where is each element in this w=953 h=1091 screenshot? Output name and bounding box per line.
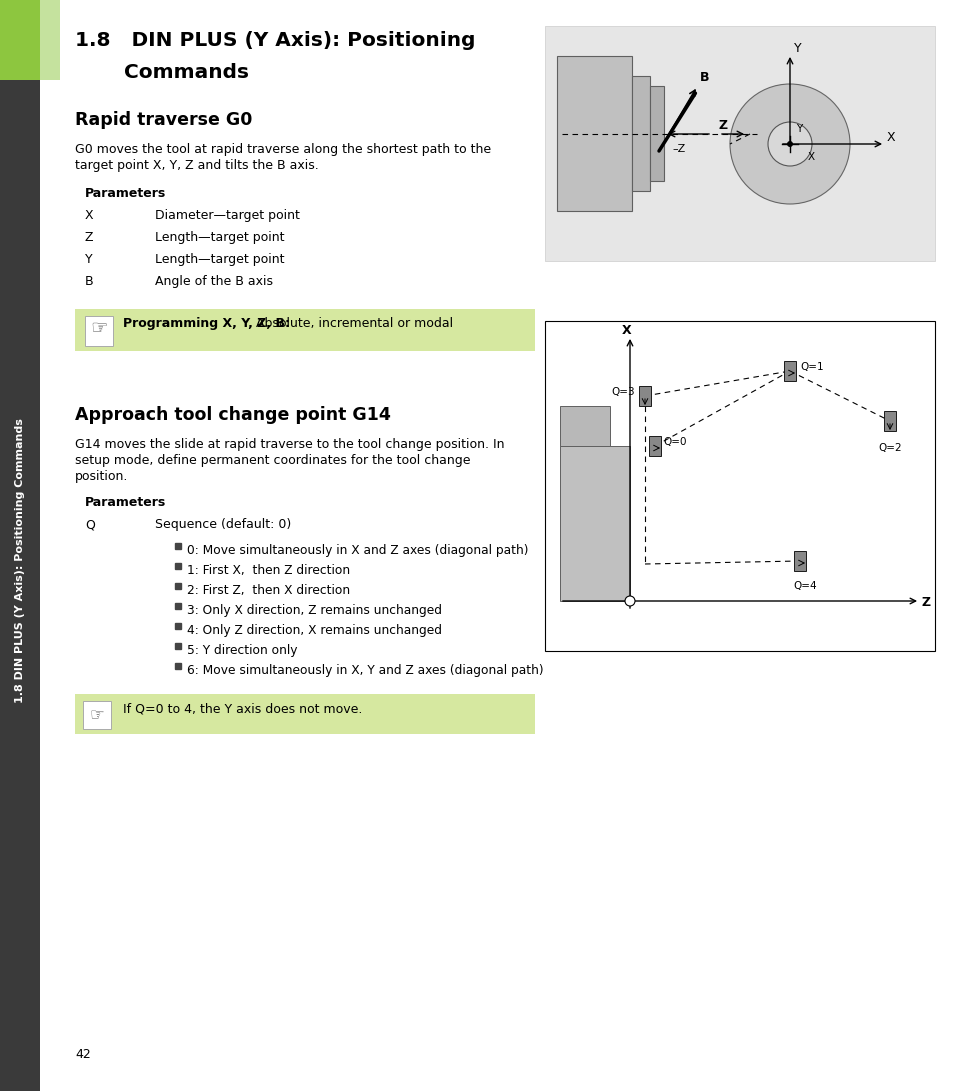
- Bar: [174, 563, 181, 570]
- Bar: [648, 436, 660, 456]
- Bar: [0, 0, 40, 1091]
- Text: 4: Only Z direction, X remains unchanged: 4: Only Z direction, X remains unchanged: [187, 624, 441, 637]
- Text: Q=3: Q=3: [611, 387, 635, 397]
- Bar: [40, 0, 60, 80]
- Text: Parameters: Parameters: [85, 187, 166, 200]
- Text: 1.8   DIN PLUS (Y Axis): Positioning: 1.8 DIN PLUS (Y Axis): Positioning: [75, 31, 475, 50]
- Circle shape: [786, 141, 792, 147]
- Text: X: X: [621, 324, 631, 337]
- Bar: [0, 0, 40, 80]
- Text: 6: Move simultaneously in X, Y and Z axes (diagonal path): 6: Move simultaneously in X, Y and Z axe…: [187, 664, 543, 678]
- Bar: [75, 694, 535, 734]
- Text: Z: Z: [921, 596, 930, 609]
- Text: Parameters: Parameters: [85, 496, 166, 509]
- Text: ☞: ☞: [91, 320, 108, 338]
- Text: If Q=0 to 4, the Y axis does not move.: If Q=0 to 4, the Y axis does not move.: [123, 702, 362, 715]
- Bar: [649, 86, 663, 181]
- Text: 3: Only X direction, Z remains unchanged: 3: Only X direction, Z remains unchanged: [187, 604, 441, 618]
- Text: –Z: –Z: [671, 144, 684, 154]
- Bar: [559, 406, 609, 446]
- Text: Length—target point: Length—target point: [154, 253, 284, 266]
- Text: Q=4: Q=4: [792, 582, 816, 591]
- Text: B: B: [699, 71, 708, 84]
- Text: Y: Y: [85, 253, 92, 266]
- Bar: [783, 361, 795, 381]
- Text: Programming X, Y, Z, B:: Programming X, Y, Z, B:: [123, 317, 290, 329]
- Text: Rapid traverse G0: Rapid traverse G0: [75, 111, 253, 129]
- Text: Commands: Commands: [75, 63, 249, 82]
- Text: Sequence (default: 0): Sequence (default: 0): [154, 518, 291, 531]
- Bar: [174, 583, 181, 589]
- Text: Z: Z: [85, 231, 93, 244]
- Text: position.: position.: [75, 470, 129, 483]
- Text: X: X: [807, 152, 814, 161]
- Bar: [85, 316, 112, 346]
- Text: Q=2: Q=2: [877, 443, 901, 453]
- Bar: [631, 76, 649, 191]
- Text: 1: First X,  then Z direction: 1: First X, then Z direction: [187, 564, 350, 577]
- Bar: [557, 56, 631, 211]
- Bar: [174, 643, 181, 649]
- Text: X: X: [886, 131, 895, 144]
- Bar: [559, 446, 629, 601]
- Text: 2: First Z,  then X direction: 2: First Z, then X direction: [187, 584, 350, 597]
- Text: Q=0: Q=0: [662, 437, 686, 447]
- Circle shape: [624, 596, 635, 606]
- Text: 5: Y direction only: 5: Y direction only: [187, 644, 297, 657]
- Bar: [174, 603, 181, 609]
- Text: Absolute, incremental or modal: Absolute, incremental or modal: [252, 317, 453, 329]
- Text: 42: 42: [75, 1048, 91, 1062]
- Bar: [883, 411, 895, 431]
- Circle shape: [729, 84, 849, 204]
- Text: Y: Y: [795, 124, 801, 134]
- Text: G14 moves the slide at rapid traverse to the tool change position. In: G14 moves the slide at rapid traverse to…: [75, 437, 504, 451]
- Text: Approach tool change point G14: Approach tool change point G14: [75, 406, 391, 424]
- Text: setup mode, define permanent coordinates for the tool change: setup mode, define permanent coordinates…: [75, 454, 470, 467]
- Bar: [174, 663, 181, 669]
- Bar: [75, 309, 535, 351]
- Bar: [639, 386, 650, 406]
- Bar: [174, 623, 181, 630]
- Text: 0: Move simultaneously in X and Z axes (diagonal path): 0: Move simultaneously in X and Z axes (…: [187, 544, 528, 558]
- Bar: [174, 543, 181, 549]
- Bar: [83, 702, 111, 729]
- Circle shape: [767, 122, 811, 166]
- Text: 1.8 DIN PLUS (Y Axis): Positioning Commands: 1.8 DIN PLUS (Y Axis): Positioning Comma…: [15, 419, 25, 704]
- Text: target point X, Y, Z and tilts the B axis.: target point X, Y, Z and tilts the B axi…: [75, 159, 318, 172]
- Text: Y: Y: [793, 41, 801, 55]
- Text: ☞: ☞: [90, 706, 104, 724]
- Text: B: B: [85, 275, 93, 288]
- Bar: [544, 321, 934, 651]
- Bar: [793, 551, 805, 571]
- Bar: [544, 26, 934, 261]
- Text: Z: Z: [719, 119, 727, 132]
- Text: Q=1: Q=1: [800, 362, 822, 372]
- Text: Q: Q: [85, 518, 94, 531]
- Text: Length—target point: Length—target point: [154, 231, 284, 244]
- Text: X: X: [85, 209, 93, 221]
- Text: Diameter—target point: Diameter—target point: [154, 209, 299, 221]
- Text: Angle of the B axis: Angle of the B axis: [154, 275, 273, 288]
- Text: G0 moves the tool at rapid traverse along the shortest path to the: G0 moves the tool at rapid traverse alon…: [75, 143, 491, 156]
